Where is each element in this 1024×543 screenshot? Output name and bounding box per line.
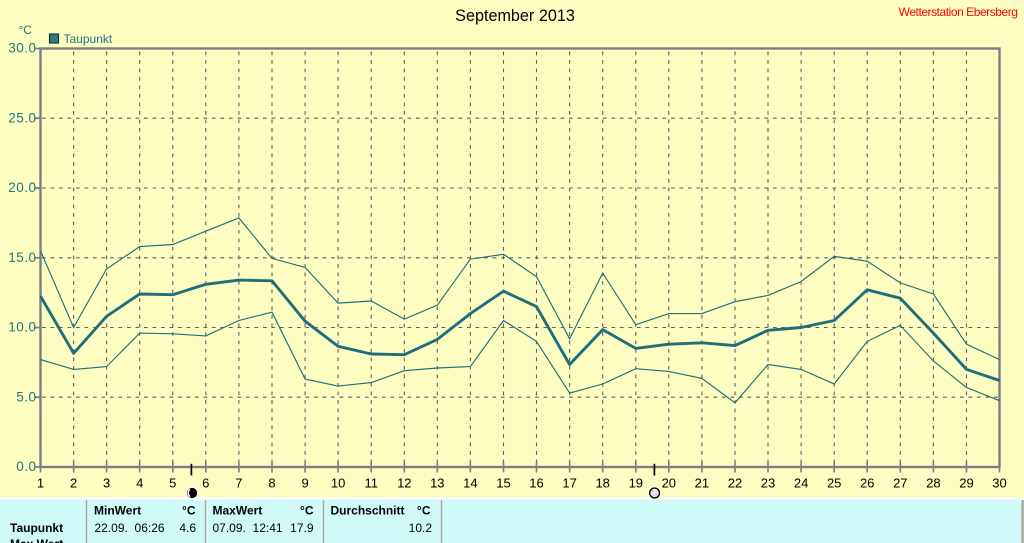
svg-text:8: 8 <box>268 475 275 490</box>
svg-text:20: 20 <box>662 475 676 490</box>
svg-text:MinWert: MinWert <box>94 504 141 518</box>
svg-text:Taupunkt: Taupunkt <box>10 521 63 535</box>
svg-text:20.0: 20.0 <box>8 180 36 195</box>
svg-text:24: 24 <box>794 475 808 490</box>
svg-text:07.09. 12:41: 07.09. 12:41 <box>213 521 283 535</box>
svg-text:Taupunkt: Taupunkt <box>64 32 113 46</box>
svg-text:22: 22 <box>728 475 742 490</box>
svg-text:6: 6 <box>202 475 209 490</box>
svg-text:Max.Wert: Max.Wert <box>10 537 63 543</box>
svg-text:MaxWert: MaxWert <box>213 504 263 518</box>
svg-text:9: 9 <box>301 475 308 490</box>
svg-text:4: 4 <box>136 475 143 490</box>
svg-text:September 2013: September 2013 <box>455 7 575 25</box>
svg-text:28: 28 <box>926 475 940 490</box>
svg-text:Wetterstation Ebersberg: Wetterstation Ebersberg <box>899 5 1018 19</box>
svg-text:5: 5 <box>169 475 176 490</box>
svg-text:°C: °C <box>182 504 196 518</box>
svg-text:0.0: 0.0 <box>16 459 36 474</box>
svg-text:°C: °C <box>417 504 431 518</box>
svg-text:27: 27 <box>893 475 907 490</box>
svg-text:15: 15 <box>496 475 510 490</box>
svg-text:17: 17 <box>562 475 576 490</box>
svg-text:5.0: 5.0 <box>16 389 36 404</box>
svg-text:1: 1 <box>37 475 44 490</box>
svg-text:22.09. 06:26: 22.09. 06:26 <box>95 521 165 535</box>
svg-text:21: 21 <box>695 475 709 490</box>
svg-text:17.9: 17.9 <box>290 521 314 535</box>
svg-text:14: 14 <box>463 475 477 490</box>
svg-text:7: 7 <box>235 475 242 490</box>
svg-text:2: 2 <box>70 475 77 490</box>
svg-text:4.6: 4.6 <box>179 521 196 535</box>
svg-text:Durchschnitt: Durchschnitt <box>331 504 405 518</box>
svg-text:18: 18 <box>595 475 609 490</box>
svg-text:10.0: 10.0 <box>8 320 36 335</box>
svg-text:10: 10 <box>331 475 345 490</box>
svg-text:30: 30 <box>992 475 1006 490</box>
svg-text:25: 25 <box>827 475 841 490</box>
svg-text:13: 13 <box>430 475 444 490</box>
svg-text:11: 11 <box>364 475 378 490</box>
svg-text:10.2: 10.2 <box>409 521 433 535</box>
svg-text:29: 29 <box>959 475 973 490</box>
svg-text:19: 19 <box>629 475 643 490</box>
svg-text:12: 12 <box>397 475 411 490</box>
svg-text:°C: °C <box>300 504 314 518</box>
svg-text:26: 26 <box>860 475 874 490</box>
svg-text:16: 16 <box>529 475 543 490</box>
svg-text:23: 23 <box>761 475 775 490</box>
svg-text:15.0: 15.0 <box>8 250 36 265</box>
svg-text:25.0: 25.0 <box>8 111 36 126</box>
svg-text:3: 3 <box>103 475 110 490</box>
svg-text:°C: °C <box>19 23 33 37</box>
svg-text:30.0: 30.0 <box>8 41 36 56</box>
